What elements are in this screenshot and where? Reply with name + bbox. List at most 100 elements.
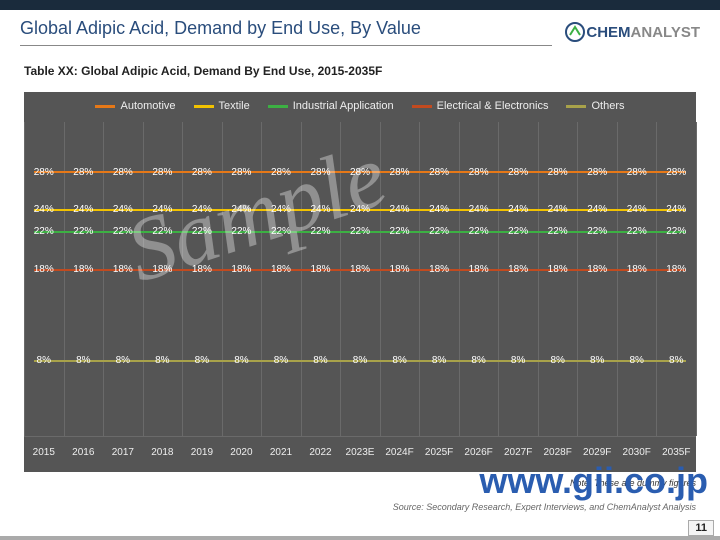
x-tick: 2026F <box>459 437 499 472</box>
legend-label: Textile <box>219 100 250 112</box>
data-label: 28% <box>182 167 222 178</box>
series-row: 24%24%24%24%24%24%24%24%24%24%24%24%24%2… <box>24 202 696 218</box>
data-label: 24% <box>577 204 617 215</box>
data-label: 22% <box>301 226 341 237</box>
data-label: 18% <box>419 264 459 275</box>
data-label: 8% <box>380 355 420 366</box>
data-label: 18% <box>261 264 301 275</box>
data-label: 8% <box>577 355 617 366</box>
gridline <box>696 122 697 436</box>
data-label: 28% <box>301 167 341 178</box>
data-label: 22% <box>657 226 697 237</box>
data-label: 22% <box>143 226 183 237</box>
data-label: 28% <box>222 167 262 178</box>
data-label: 28% <box>143 167 183 178</box>
data-label: 28% <box>103 167 143 178</box>
data-label: 28% <box>261 167 301 178</box>
data-label: 28% <box>380 167 420 178</box>
data-label: 18% <box>577 264 617 275</box>
logo: CHEMANALYST <box>564 21 700 43</box>
data-label: 8% <box>261 355 301 366</box>
data-label: 24% <box>261 204 301 215</box>
legend-label: Others <box>591 100 624 112</box>
legend-label: Electrical & Electronics <box>437 100 549 112</box>
legend: Automotive Textile Industrial Application E… <box>24 92 696 118</box>
x-tick: 2025F <box>419 437 459 472</box>
data-label: 24% <box>301 204 341 215</box>
logo-analyst: ANALYST <box>631 24 700 41</box>
legend-swatch <box>268 105 288 108</box>
data-label: 18% <box>143 264 183 275</box>
data-label: 18% <box>459 264 499 275</box>
data-label: 22% <box>222 226 262 237</box>
x-tick: 2016 <box>64 437 104 472</box>
data-label: 22% <box>182 226 222 237</box>
data-label: 22% <box>498 226 538 237</box>
data-label: 24% <box>498 204 538 215</box>
data-label: 24% <box>419 204 459 215</box>
data-label: 24% <box>538 204 578 215</box>
data-label: 28% <box>459 167 499 178</box>
data-label: 18% <box>103 264 143 275</box>
legend-item: Electrical & Electronics <box>412 100 549 112</box>
data-label: 22% <box>380 226 420 237</box>
data-label: 24% <box>657 204 697 215</box>
data-label: 22% <box>261 226 301 237</box>
data-label: 24% <box>617 204 657 215</box>
data-label: 22% <box>64 226 104 237</box>
header: Global Adipic Acid, Demand by End Use, B… <box>0 10 720 50</box>
x-tick: 2022 <box>301 437 341 472</box>
source-text: Source: Secondary Research, Expert Inter… <box>393 502 696 512</box>
data-label: 28% <box>419 167 459 178</box>
series-row: 28%28%28%28%28%28%28%28%28%28%28%28%28%2… <box>24 164 696 180</box>
data-label: 22% <box>577 226 617 237</box>
data-label: 28% <box>657 167 697 178</box>
data-label: 22% <box>419 226 459 237</box>
data-label: 8% <box>64 355 104 366</box>
data-label: 8% <box>419 355 459 366</box>
x-tick: 2028F <box>538 437 578 472</box>
note-text: Note: These are dummy figures <box>570 478 696 488</box>
series-row: 8%8%8%8%8%8%8%8%8%8%8%8%8%8%8%8%8% <box>24 353 696 369</box>
page-number: 11 <box>688 520 714 536</box>
page-title: Global Adipic Acid, Demand by End Use, B… <box>20 18 552 46</box>
x-tick: 2030F <box>617 437 657 472</box>
x-tick: 2015 <box>24 437 64 472</box>
legend-label: Industrial Application <box>293 100 394 112</box>
x-tick: 2023E <box>340 437 380 472</box>
data-label: 18% <box>182 264 222 275</box>
data-label: 8% <box>103 355 143 366</box>
series-row: 18%18%18%18%18%18%18%18%18%18%18%18%18%1… <box>24 262 696 278</box>
data-label: 8% <box>24 355 64 366</box>
data-label: 8% <box>538 355 578 366</box>
chart-area: Automotive Textile Industrial Application E… <box>24 92 696 472</box>
x-tick: 2035F <box>657 437 697 472</box>
data-label: 18% <box>498 264 538 275</box>
x-tick: 2019 <box>182 437 222 472</box>
data-label: 8% <box>657 355 697 366</box>
data-label: 28% <box>538 167 578 178</box>
x-tick: 2021 <box>261 437 301 472</box>
x-tick: 2020 <box>222 437 262 472</box>
legend-item: Others <box>566 100 624 112</box>
data-label: 24% <box>24 204 64 215</box>
data-label: 28% <box>577 167 617 178</box>
data-label: 28% <box>24 167 64 178</box>
plot-area: 28%28%28%28%28%28%28%28%28%28%28%28%28%2… <box>24 122 696 436</box>
x-tick: 2018 <box>143 437 183 472</box>
legend-item: Textile <box>194 100 250 112</box>
data-label: 18% <box>301 264 341 275</box>
data-label: 18% <box>617 264 657 275</box>
legend-swatch <box>95 105 115 108</box>
bottom-bar <box>0 536 720 540</box>
data-label: 8% <box>182 355 222 366</box>
legend-swatch <box>412 105 432 108</box>
logo-chem: CHEM <box>586 24 630 41</box>
x-tick: 2024F <box>380 437 420 472</box>
data-label: 22% <box>103 226 143 237</box>
x-axis: 201520162017201820192020202120222023E202… <box>24 436 696 472</box>
data-label: 18% <box>24 264 64 275</box>
legend-item: Automotive <box>95 100 175 112</box>
data-label: 18% <box>64 264 104 275</box>
data-label: 22% <box>459 226 499 237</box>
